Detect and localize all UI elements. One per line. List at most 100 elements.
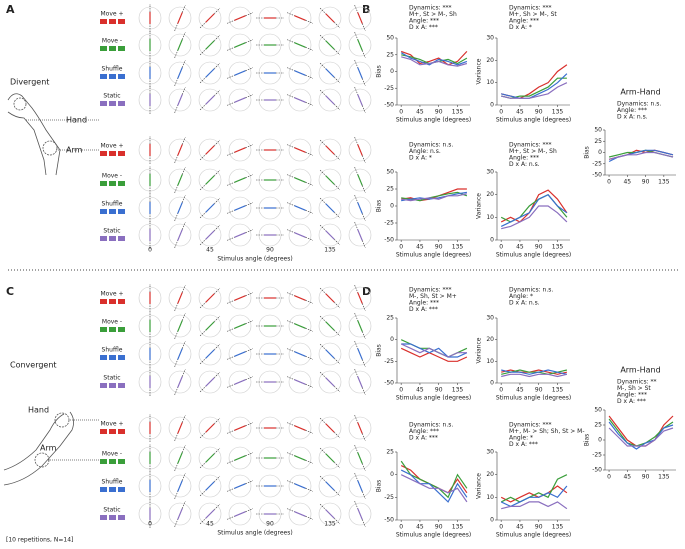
row-label: Move - [102,319,122,326]
stimulus-circle [348,286,372,310]
y-tick-label: 50 [594,127,602,134]
y-tick-label: 0 [490,237,494,244]
stimulus-circle [288,223,312,247]
stats-line: Dynamics: n.s. [509,287,553,294]
stimulus-circle [198,416,222,440]
response-line [294,177,306,183]
x-tick-label: 135 [452,524,464,531]
stimulus-circle [198,474,222,498]
icon-box [109,181,116,186]
stimulus-circle [228,223,252,247]
stimulus-circle [168,446,192,470]
response-line [294,511,306,517]
icon-box [118,429,125,434]
panel-label: A [6,3,15,16]
stats-line: Dynamics: *** [509,422,552,429]
series-line [501,369,568,375]
icon-box [118,236,125,241]
series-line [608,151,674,160]
y-tick-label: 10 [486,494,494,501]
stimulus-line [319,89,341,111]
y-tick-label: -50 [384,517,394,524]
response-line [177,229,183,241]
stimulus-line [319,34,341,56]
icon-box [100,327,107,332]
x-tick-label: 0 [499,244,503,251]
stimulus-circle [228,33,252,57]
y-tick-label: -50 [592,172,602,179]
series-line [501,77,567,99]
response-line [234,147,246,153]
stimulus-circle [288,33,312,57]
stimulus-circle [168,168,192,192]
stimulus-circle [228,474,252,498]
icon-box [118,459,125,464]
stimulus-circle [168,223,192,247]
x-tick-label: 90 [535,244,543,251]
x-tick-label: 135 [552,109,564,116]
response-line [234,323,246,329]
stimulus-circle [348,446,372,470]
response-line [325,13,335,23]
response-line [177,422,183,434]
stimulus-circle [288,196,312,220]
y-tick-label: -50 [592,467,602,474]
response-line [357,94,363,106]
series-line [501,82,568,99]
stimulus-line [286,94,314,106]
stimulus-circle [318,6,342,30]
icon-box [100,236,107,241]
y-axis-label: Variance [476,193,483,219]
response-line [357,12,363,24]
x-axis-label: Stimulus angle (degrees) [496,252,571,259]
icon-box [100,459,107,464]
stimulus-circle [228,138,252,162]
response-line [357,39,363,51]
stimulus-circle [198,286,222,310]
response-line [205,145,215,155]
stimulus-circle [288,314,312,338]
stimulus-circle [228,342,252,366]
row-label: Move + [100,143,123,150]
stats-line: Dynamics: *** [409,5,452,12]
stimulus-circle [198,168,222,192]
icon-box [118,181,125,186]
stimulus-circle [318,416,342,440]
stimulus-circle [168,286,192,310]
series-line [501,501,568,510]
y-tick-label: 0 [598,149,602,156]
stimulus-circle [348,314,372,338]
series-line [500,193,568,227]
stimulus-circle [228,416,252,440]
stimulus-circle [318,342,342,366]
stats-line: D x A: *** [509,441,538,448]
x-tick-label: 90 [535,387,543,394]
series-line [501,369,568,375]
stats-line: Dynamics: n.s. [409,142,453,149]
response-line [357,422,363,434]
stimulus-circle [288,6,312,30]
response-line [357,508,363,520]
response-line [325,321,335,331]
response-line [357,480,363,492]
response-line [294,379,306,385]
x-tick-label: 45 [516,524,524,531]
note: [10 repetitions, N=14] [6,537,73,544]
response-line [234,177,246,183]
response-line [234,70,246,76]
stimulus-circle [168,61,192,85]
y-tick-label: 20 [486,191,494,198]
stimulus-circle [228,502,252,526]
response-line [325,175,335,185]
row-label: Move + [100,421,123,428]
x-tick-label: 135 [552,524,564,531]
row-label: Shuffle [102,347,123,354]
icon-box [109,459,116,464]
response-line [325,40,335,50]
stimulus-circle [228,196,252,220]
response-line [234,295,246,301]
x-tick-label: 45 [516,387,524,394]
stats-line: D x A: *** [409,24,438,31]
response-line [177,508,183,520]
